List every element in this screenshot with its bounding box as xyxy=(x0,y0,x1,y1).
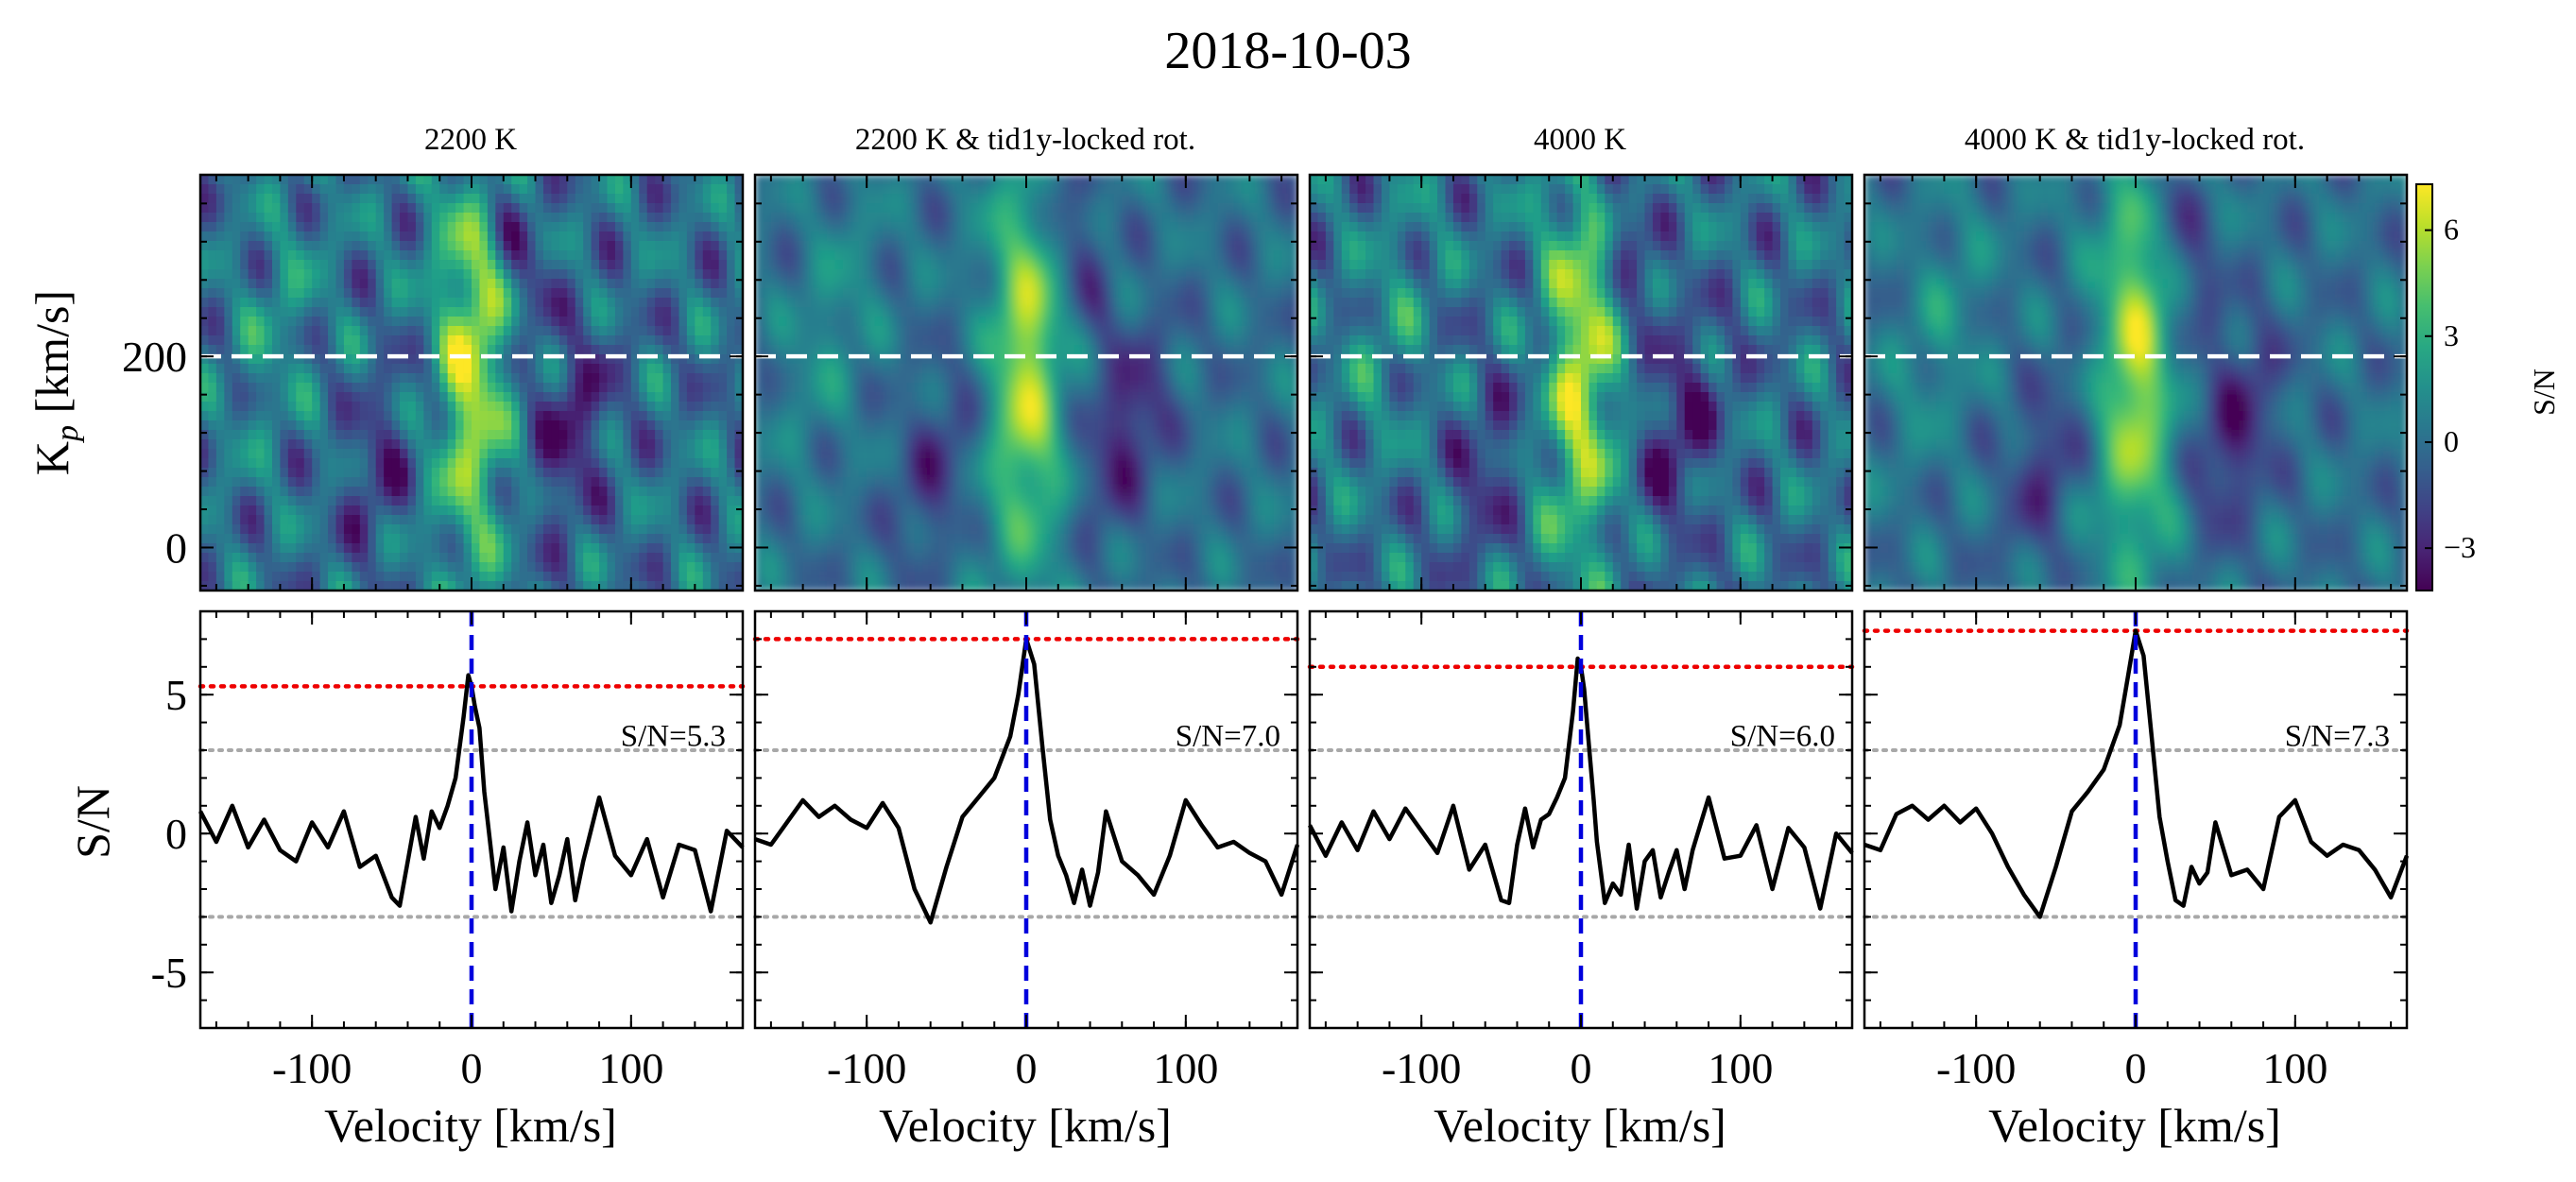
line-frame-4 xyxy=(1863,609,2409,1030)
line-ticks-1 xyxy=(200,611,743,1029)
panel-title-3: 4000 K xyxy=(1534,123,1626,157)
velocity-tick-label: 100 xyxy=(598,1044,663,1092)
x-axis-label-1: Velocity [km/s] xyxy=(324,1099,617,1152)
sn-tick-label: 5 xyxy=(165,671,187,719)
heatmap-1 xyxy=(200,175,744,591)
velocity-tick-label: 100 xyxy=(2262,1044,2327,1092)
velocity-tick-label: 0 xyxy=(1571,1044,1592,1092)
kp-label-main: K xyxy=(26,441,78,475)
sn-axis-label: S/N xyxy=(66,785,119,859)
sn-annotation-4: S/N=7.3 xyxy=(2285,719,2390,753)
line-ticks-4 xyxy=(1864,611,2407,1029)
velocity-tick-label: -100 xyxy=(272,1044,352,1092)
heatmap-ticks-4 xyxy=(1864,175,2407,591)
sn-curve-3 xyxy=(1308,656,1854,911)
sn-curve-4 xyxy=(1863,628,2410,919)
panel-title-1: 2200 K xyxy=(424,123,517,157)
panel-title-4: 4000 K & tid1y-locked rot. xyxy=(1965,123,2305,157)
colorbar xyxy=(2415,183,2433,591)
kp-label-unit: [km/s] xyxy=(26,290,78,425)
colorbar-tick-label: 0 xyxy=(2444,424,2459,458)
line-frame-1 xyxy=(198,609,745,1030)
heatmap-3 xyxy=(1310,175,1853,591)
sn-tick-label: 0 xyxy=(165,810,187,858)
heatmap-4 xyxy=(1864,175,2408,591)
heatmap-ticks-3 xyxy=(1310,175,1852,591)
line-ticks-2 xyxy=(755,611,1297,1029)
kp-axis-label: Kp [km/s] xyxy=(26,290,85,475)
x-axis-label-2: Velocity [km/s] xyxy=(879,1099,1172,1152)
velocity-tick-label: -100 xyxy=(827,1044,906,1092)
line-ticks-3 xyxy=(1310,611,1852,1029)
velocity-tick-label: -100 xyxy=(1936,1044,2016,1092)
sn-tick-label: -5 xyxy=(151,949,187,997)
heatmap-2 xyxy=(755,175,1298,591)
x-axis-label-4: Velocity [km/s] xyxy=(1988,1099,2281,1152)
colorbar-tick-label: −3 xyxy=(2444,530,2476,564)
heatmap-ticks-2 xyxy=(755,175,1297,591)
line-frame-2 xyxy=(753,609,1299,1030)
velocity-tick-label: 100 xyxy=(1153,1044,1218,1092)
sn-curve-1 xyxy=(198,673,745,914)
velocity-tick-label: -100 xyxy=(1382,1044,1461,1092)
kp-tick-label: 200 xyxy=(122,333,187,381)
colorbar-tick-label: 3 xyxy=(2444,318,2459,352)
figure-title: 2018-10-03 xyxy=(1164,22,1411,80)
heatmap-ticks-1 xyxy=(200,175,743,591)
colorbar-label: S/N xyxy=(2527,368,2561,416)
panel-title-2: 2200 K & tid1y-locked rot. xyxy=(855,123,1195,157)
velocity-tick-label: 0 xyxy=(2125,1044,2147,1092)
sn-annotation-3: S/N=6.0 xyxy=(1730,719,1835,753)
kp-tick-label: 0 xyxy=(165,523,187,572)
velocity-tick-label: 0 xyxy=(461,1044,483,1092)
sn-curve-2 xyxy=(754,637,1300,925)
colorbar-tick-label: 6 xyxy=(2444,213,2459,247)
plot-area: 0 200 −3 0 3 6 S/N=5.3 -100 0 100 -5 0 5 S/N=7.0 -100 0… xyxy=(122,173,2476,1092)
sn-annotation-2: S/N=7.0 xyxy=(1176,719,1280,753)
kp-label-sub: p xyxy=(50,425,85,443)
velocity-tick-label: 100 xyxy=(1708,1044,1773,1092)
sn-annotation-1: S/N=5.3 xyxy=(621,719,726,753)
x-axis-label-3: Velocity [km/s] xyxy=(1434,1099,1726,1152)
velocity-tick-label: 0 xyxy=(1016,1044,1038,1092)
